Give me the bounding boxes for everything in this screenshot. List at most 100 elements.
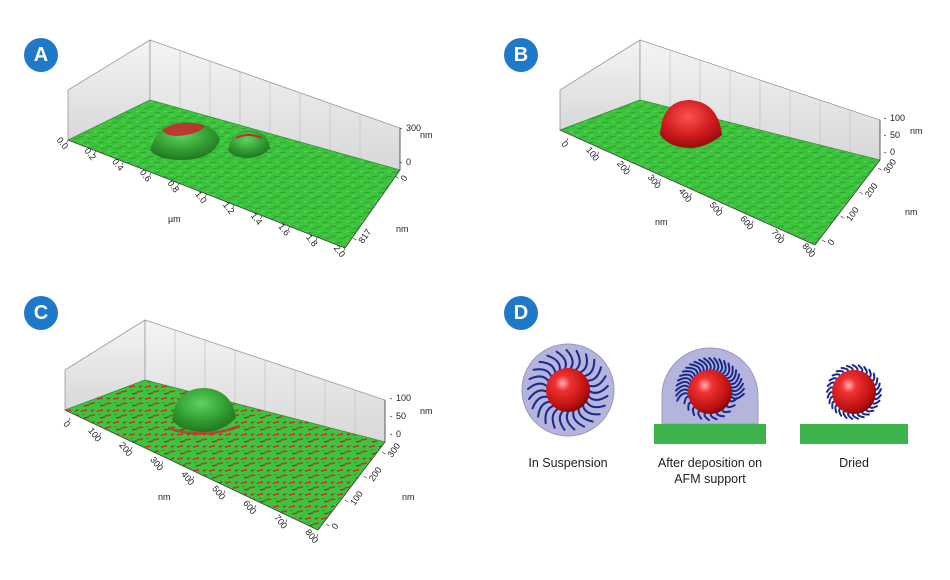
panel-b-z-tick-mark [883, 151, 887, 154]
panel-c-x-label: nm [158, 492, 171, 502]
panel-b-x-tick-mark [720, 206, 723, 211]
panel-a-x-tick-mark [66, 139, 69, 144]
panel-c-x-tick-label: 100 [86, 426, 103, 444]
panel-c-x-tick-label: 300 [148, 455, 165, 473]
panel-c-x-tick-mark [254, 504, 257, 509]
panel-b-y-tick-label: 0 [825, 237, 836, 247]
panel-c-z-label: nm [420, 406, 433, 416]
panel-c-z-tick-label: 50 [396, 411, 406, 421]
panel-a-x-label: µm [168, 214, 181, 224]
panel-a-badge: A [24, 38, 58, 72]
stage-in-suspension: In Suspension [521, 343, 615, 470]
panel-a-y-label: nm [396, 224, 409, 234]
panel-b-x-tick-mark [597, 151, 600, 156]
panel-b-x-label: nm [655, 217, 668, 227]
panel-c-x-tick-mark [285, 519, 288, 524]
panel-a-z-label: nm [420, 130, 433, 140]
panel-c-z-tick-mark [389, 433, 393, 436]
panel-b-z-tick-label: 100 [890, 113, 905, 123]
panel-a-z-tick-mark [399, 127, 403, 130]
panel-a-x-tick-mark [204, 193, 207, 198]
panel-a-x-tick-mark [177, 183, 180, 187]
panel-c-y-tick-label: 0 [329, 521, 340, 531]
panel-b-y-tick-label: 300 [881, 157, 898, 175]
panel-c-z-tick-mark [389, 415, 393, 418]
panel-c-x-tick-mark [161, 461, 164, 466]
panel-c-x-tick-mark [68, 417, 71, 422]
panel-c-y-tick-mark [381, 451, 386, 455]
panel-c-x-tick-mark [316, 533, 319, 538]
panel-b-x-tick-mark [628, 165, 631, 170]
panel-c-x-tick-label: 0 [61, 419, 72, 429]
panel-c-z-tick-mark [389, 397, 393, 400]
panel-c-y-tick-label: 100 [348, 489, 365, 507]
stage-dried-label: Dried [839, 456, 869, 470]
panel-c-x-tick-label: 400 [179, 469, 196, 487]
panel-c-x-tick-label: 600 [241, 498, 258, 516]
panel-c-y-tick-label: 200 [367, 465, 384, 483]
panel-b-z-tick-label: 50 [890, 130, 900, 140]
panel-c-x-tick-mark [192, 475, 195, 480]
panel-b-y-tick-mark [859, 191, 864, 195]
panel-a-x-tick-mark [315, 237, 318, 241]
panel-a-x-tick-mark [232, 204, 235, 209]
panel-b-y-tick-label: 100 [844, 205, 861, 223]
stage-after-deposition: After deposition on AFM support [654, 347, 766, 486]
panel-a-x-tick-mark [149, 172, 152, 177]
afm-support [654, 424, 766, 444]
panel-b-x-tick-mark [782, 234, 785, 238]
panel-b-z-tick-mark [883, 134, 887, 137]
panel-c-y-tick-mark [344, 499, 349, 503]
panel-b-x-tick-mark [813, 247, 816, 252]
panel-c-badge: C [24, 296, 58, 330]
panel-c-x-tick-label: 500 [210, 484, 227, 502]
panel-a-y-tick-mark [352, 237, 357, 241]
panel-c-y-tick-mark [363, 475, 368, 479]
panel-b-afm-surface [559, 39, 881, 246]
panel-c-z-tick-label: 100 [396, 393, 411, 403]
panel-a-z-tick-label: 300 [406, 123, 421, 133]
panel-a-y-tick-mark [394, 175, 399, 179]
panel-a-z-tick-mark [399, 161, 403, 164]
panel-b-y-tick-label: 200 [863, 181, 880, 199]
panel-c-y-label: nm [402, 492, 415, 502]
stage-after-deposition-label-line1: After deposition on [658, 456, 762, 470]
panel-a-x-tick-mark [343, 247, 346, 252]
panel-a-afm-surface [67, 39, 401, 249]
panel-d-illustration: In Suspension After deposition on AFM su… [521, 343, 908, 486]
panel-a-z-tick-label: 0 [406, 157, 411, 167]
panel-b-x-tick-mark [689, 192, 692, 197]
stage-in-suspension-label: In Suspension [528, 456, 607, 470]
panel-b-z-label: nm [910, 126, 923, 136]
panel-b-y-label: nm [905, 207, 918, 217]
panel-c-afm-surface [64, 319, 386, 531]
panel-c-x-tick-label: 200 [117, 440, 134, 458]
stage-dried: Dried [800, 364, 908, 470]
panel-a-y-tick-label: 0 [398, 173, 409, 183]
panel-b-x-tick-mark [566, 137, 569, 142]
panel-a-x-tick-mark [287, 226, 290, 231]
panel-c-x-tick-mark [130, 446, 133, 451]
panel-b-z-tick-label: 0 [890, 147, 895, 157]
panel-a-x-tick-mark [260, 215, 263, 220]
panel-b-y-tick-mark [821, 239, 826, 243]
panel-c-y-tick-label: 300 [385, 441, 402, 459]
panel-b-z-tick-mark [883, 117, 887, 120]
panel-c-x-tick-mark [223, 490, 226, 495]
afm-support-dried [800, 424, 908, 444]
panel-b-y-tick-mark [840, 215, 845, 219]
panel-c-z-tick-label: 0 [396, 429, 401, 439]
panel-a-x-tick-mark [121, 161, 124, 166]
panel-b-y-tick-mark [877, 167, 882, 171]
panel-c-x-tick-mark [99, 432, 102, 437]
panel-b-x-tick-label: 0 [559, 139, 570, 149]
panel-a-y-tick-label: 817 [356, 227, 373, 245]
panel-c-y-tick-mark [325, 523, 330, 527]
panel-a-x-tick-mark [93, 150, 97, 155]
panel-b-x-tick-mark [751, 220, 754, 225]
panel-b-x-tick-mark [658, 179, 661, 183]
panel-d-badge: D [504, 296, 538, 330]
stage-after-deposition-label-line2: AFM support [674, 472, 746, 486]
panel-b-badge: B [504, 38, 538, 72]
